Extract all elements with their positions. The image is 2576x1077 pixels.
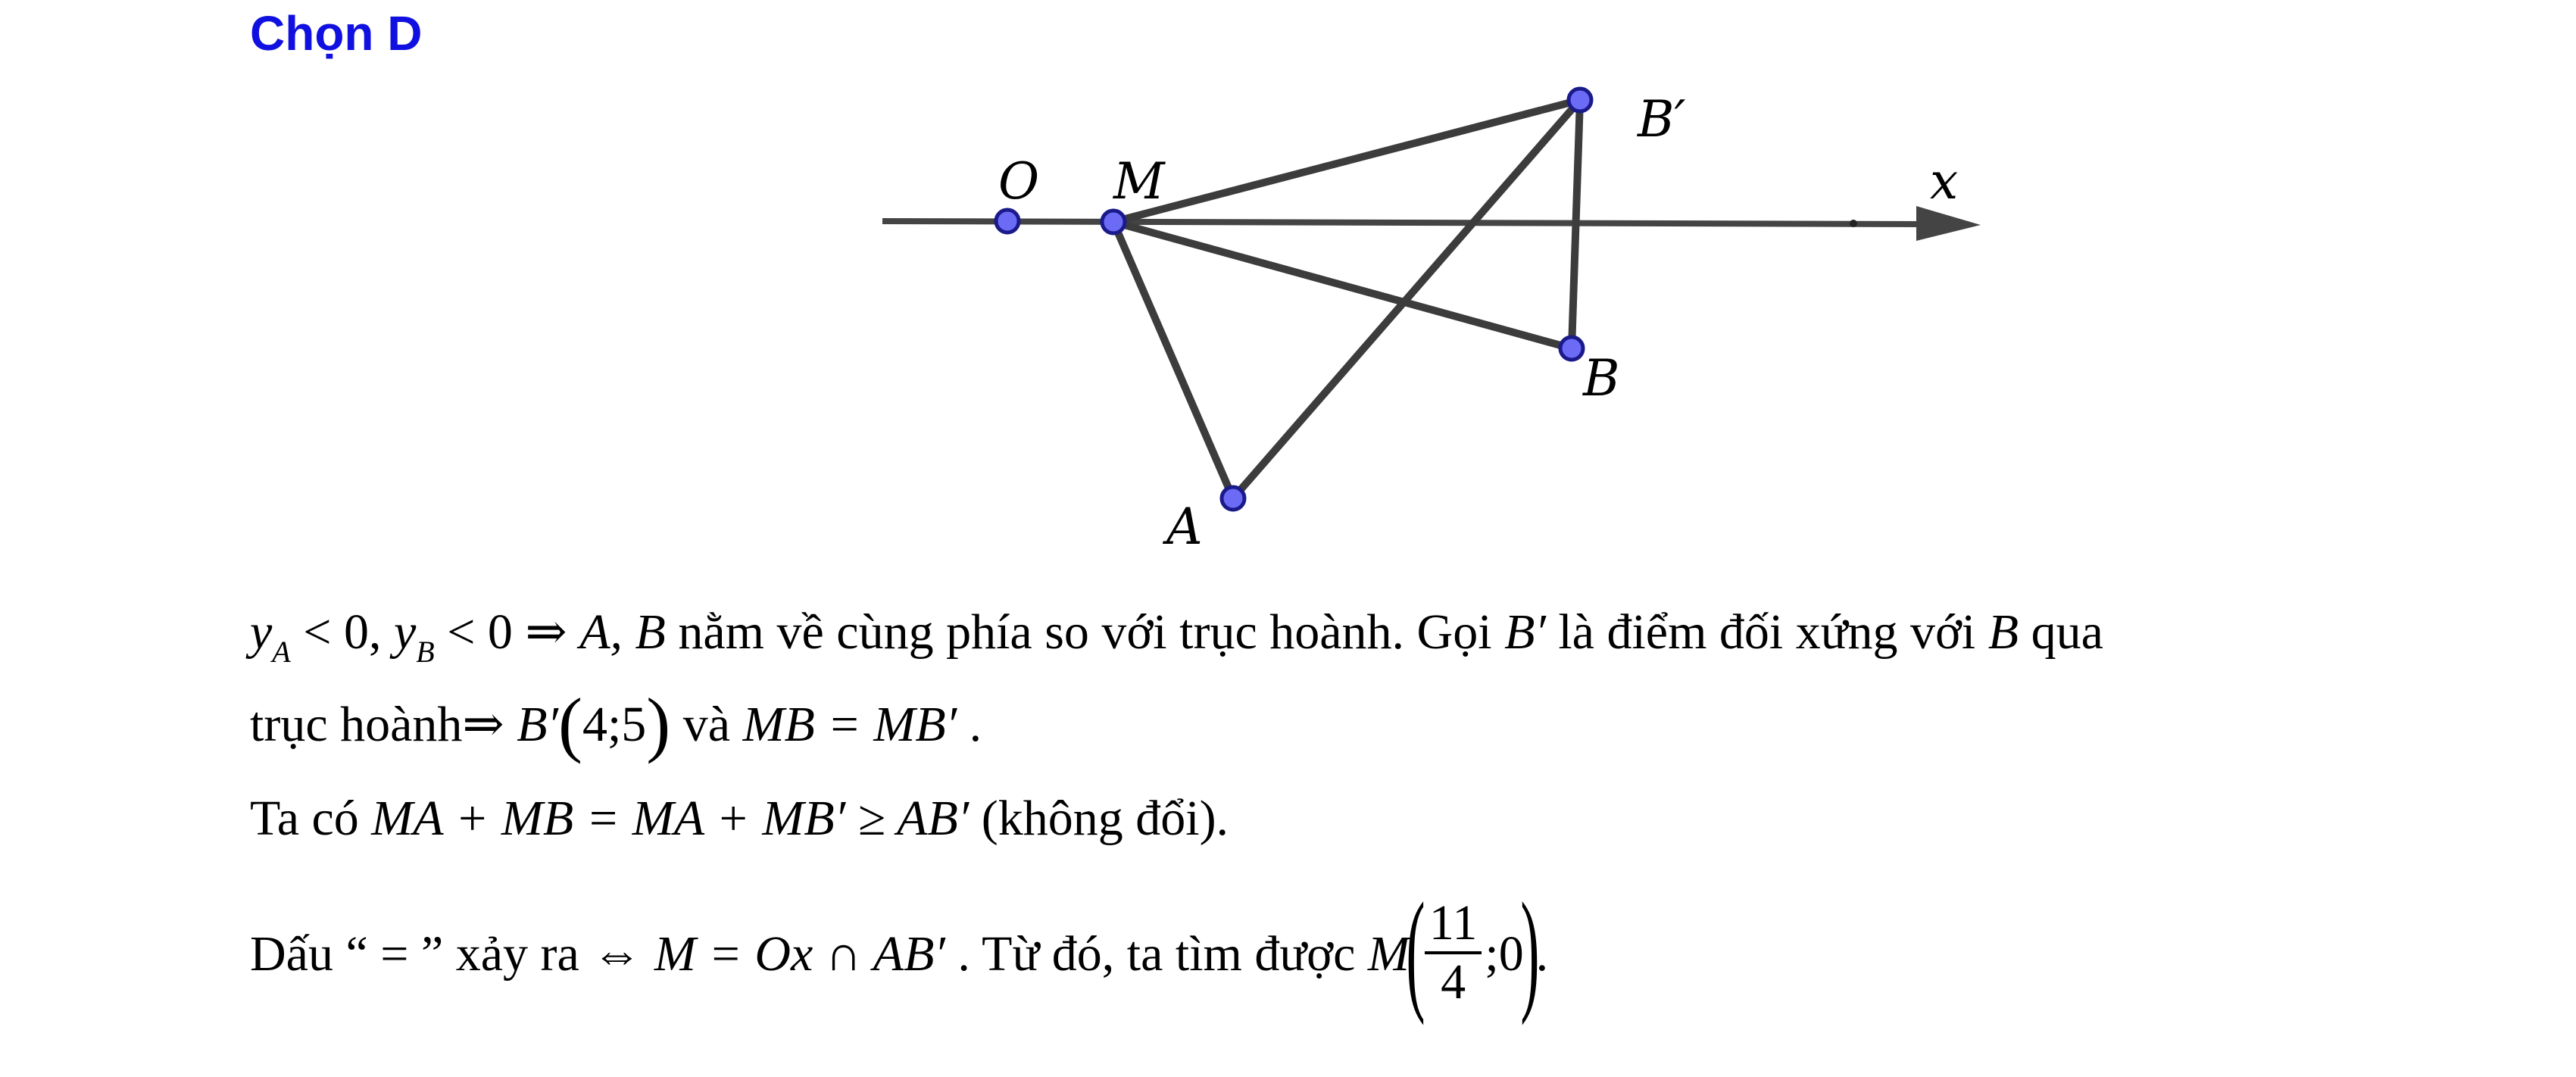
math-ya: y xyxy=(250,604,273,660)
text-l1-t1: nằm về cùng phía so với trục hoành. Gọi xyxy=(665,604,1505,660)
math-yb: y xyxy=(393,604,417,660)
text-l1-t3: qua xyxy=(2019,604,2103,660)
math-bp: B′ xyxy=(1504,604,1546,660)
paren-left: ( xyxy=(557,683,582,764)
text-l2-t1: trục hoành xyxy=(250,697,463,752)
fraction-denominator: 4 xyxy=(1441,954,1466,1010)
math-implies: ⇒ xyxy=(462,697,517,752)
math-ab: A, B xyxy=(579,604,666,660)
text-l4-t1: Dấu “ = ” xảy ra xyxy=(250,926,592,982)
text-l3-t2: (không đổi). xyxy=(969,791,1229,846)
math-yb-sub: B xyxy=(416,635,435,669)
math-lt0a: < 0, xyxy=(290,604,394,660)
x-axis-arrowhead xyxy=(1916,206,1981,241)
solution-line-2: trục hoành⇒ B′(4;5) và MB = MB′ . xyxy=(250,688,982,760)
math-iff: ⇔ xyxy=(592,926,654,982)
paren-right: ) xyxy=(646,683,671,764)
text-l3-t1: Ta có xyxy=(250,791,372,846)
geometry-figure: O M B′ B A x xyxy=(882,86,1981,556)
segment-MA xyxy=(1110,218,1237,502)
math-inequality: MA + MB = MA + MB′ ≥ AB′ xyxy=(371,791,970,846)
point-M xyxy=(1100,208,1127,236)
solution-line-1: yA < 0, yB < 0 ⇒ A, B nằm về cùng phía s… xyxy=(250,598,2103,686)
label-A: A xyxy=(1162,498,1203,556)
label-B: B xyxy=(1582,349,1620,407)
segment-MB xyxy=(1110,218,1575,352)
fraction: 11 4 xyxy=(1424,895,1482,1010)
math-lt0b: < 0 ⇒ xyxy=(434,604,580,660)
text-l2-t2: và xyxy=(670,697,743,752)
x-axis xyxy=(882,218,1940,227)
big-paren-right: ) xyxy=(1520,875,1540,1026)
answer-label: Chọn D xyxy=(250,6,423,61)
math-l4-m: M xyxy=(1367,926,1410,982)
solution-line-3: Ta có MA + MB = MA + MB′ ≥ AB′ (không đổ… xyxy=(250,785,1229,853)
big-paren-left: ( xyxy=(1406,875,1425,1026)
text-l4-end: . xyxy=(1535,926,1549,982)
axis-tick-dot xyxy=(1850,220,1857,227)
math-b: B xyxy=(1987,604,2019,660)
point-A xyxy=(1219,485,1247,512)
math-coords: 4;5 xyxy=(582,697,647,752)
fraction-numerator: 11 xyxy=(1424,895,1482,954)
segment-BBp xyxy=(1568,96,1584,352)
math-coord-rest: ;0 xyxy=(1485,926,1524,982)
point-Bp xyxy=(1566,86,1594,114)
text-l4-t2: . Từ đó, ta tìm được xyxy=(945,926,1368,982)
math-ya-sub: A xyxy=(272,635,291,669)
segment-ABp xyxy=(1229,96,1584,502)
text-l2-end: . xyxy=(957,697,982,752)
label-M: M xyxy=(1113,152,1166,211)
label-O: O xyxy=(998,152,1039,211)
text-l1-t2: là điểm đối xứng với xyxy=(1545,604,1988,660)
math-l2-bp: B′ xyxy=(517,697,558,752)
point-B xyxy=(1558,335,1585,362)
solution-line-4: Dấu “ = ” xảy ra ⇔ M = Ox ∩ AB′ . Từ đó,… xyxy=(250,875,1549,1026)
label-Bp: B′ xyxy=(1637,90,1686,148)
point-O xyxy=(994,208,1021,235)
label-x-axis: x xyxy=(1930,152,1958,211)
math-intersection: M = Ox ∩ AB′ xyxy=(654,926,945,982)
segment-MBp xyxy=(1110,96,1584,226)
math-mb-eq: MB = MB′ xyxy=(742,697,957,752)
